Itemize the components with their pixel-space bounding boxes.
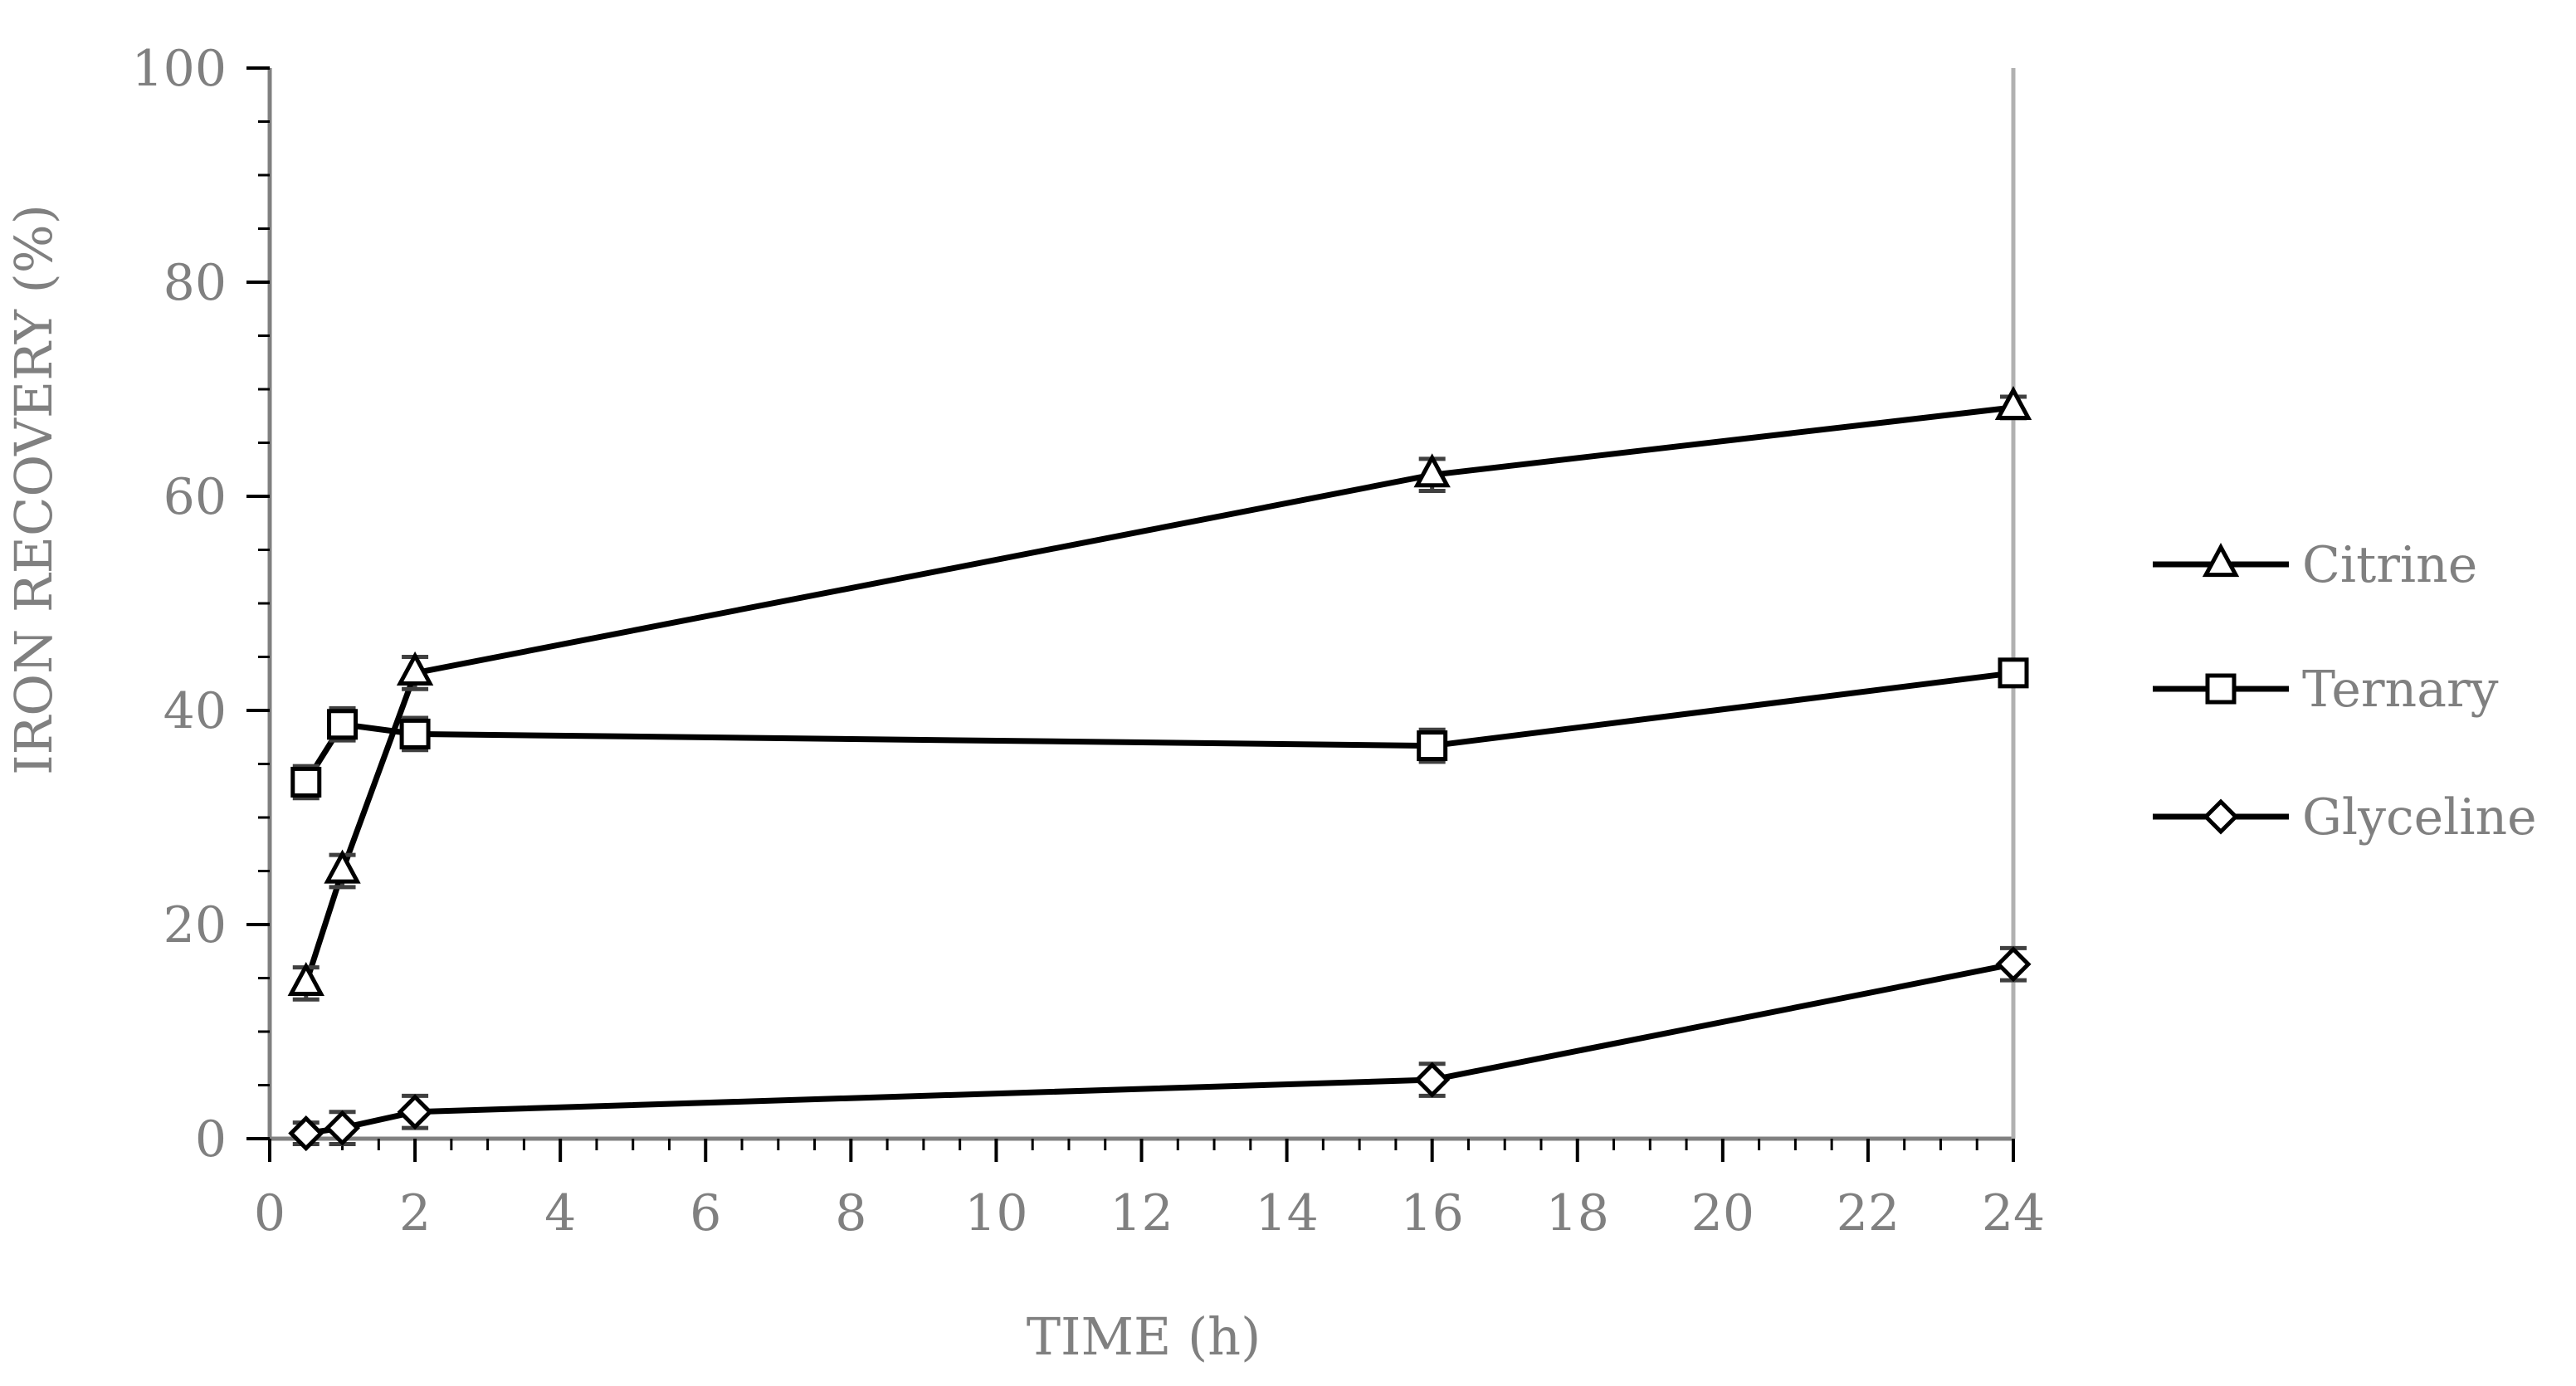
legend-item-ternary: Ternary [2153,661,2499,719]
y-tick-label: 40 [163,682,227,740]
y-axis-title: IRON RECOVERY (%) [3,204,64,775]
x-tick-label: 0 [254,1184,285,1242]
glyceline-point [288,1115,324,1152]
glyceline-point [397,1094,433,1130]
x-tick-label: 10 [964,1184,1027,1242]
citrine-point [1413,453,1451,488]
glyceline-point [1995,946,2032,983]
ternary-point [1998,657,2029,689]
x-axis-title: TIME (h) [1027,1306,1261,1367]
series-layer [287,385,2032,1152]
glyceline-point [1414,1061,1451,1098]
legend-item-glyceline: Glyceline [2153,788,2537,847]
ternary-point [327,709,359,740]
legend-label-glyceline: Glyceline [2302,788,2537,847]
x-tick-label: 22 [1837,1184,1900,1242]
legend-label-citrine: Citrine [2302,536,2477,594]
x-tick-label: 6 [690,1184,721,1242]
legend-marker-glyceline [2203,798,2239,835]
y-tick-label: 100 [131,40,227,98]
citrine-point [1994,385,2032,421]
citrine-point [396,651,434,686]
x-tick-label: 8 [835,1184,866,1242]
citrine-point [287,961,324,997]
series-ternary [290,657,2029,801]
glyceline-line [305,961,2014,1137]
y-tick-label: 80 [163,254,227,312]
legend-label-ternary: Ternary [2302,661,2499,719]
y-tick-label: 0 [195,1110,227,1169]
legend: Citrine Ternary Glyceline [2153,536,2537,847]
x-tick-label: 2 [399,1184,431,1242]
x-tick-label: 16 [1400,1184,1463,1242]
series-glyceline [288,945,2032,1152]
ternary-point [399,718,431,749]
citrine-line [303,404,2014,985]
legend-item-citrine: Citrine [2153,536,2477,594]
x-tick-label: 20 [1691,1184,1754,1242]
series-citrine [287,385,2032,1002]
x-tick-label: 4 [544,1184,576,1242]
y-tick-label: 60 [163,468,227,526]
ternary-point [290,766,322,798]
x-tick-label: 24 [1982,1184,2045,1242]
ternary-point [1417,730,1448,762]
x-tick-label: 14 [1255,1184,1318,1242]
ternary-line [303,670,2014,784]
legend-marker-ternary [2205,673,2237,705]
legend-marker-citrine [2202,543,2240,578]
y-tick-label: 20 [163,896,227,954]
x-tick-label: 12 [1110,1184,1173,1242]
citrine-point [324,849,361,884]
glyceline-point [324,1110,361,1146]
x-tick-label: 18 [1546,1184,1609,1242]
